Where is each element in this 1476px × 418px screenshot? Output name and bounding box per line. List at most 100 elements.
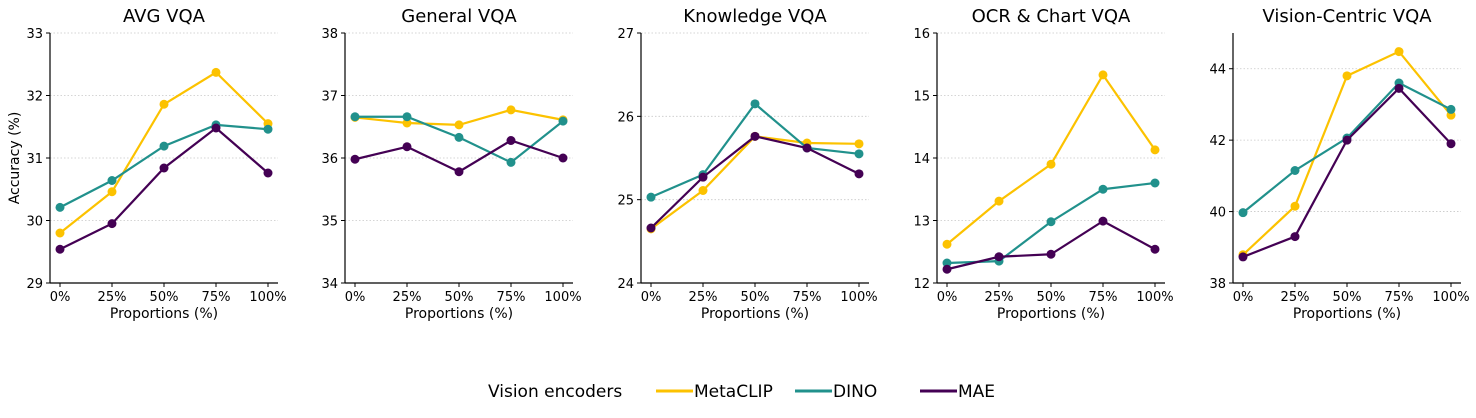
x-tick-label: 0% bbox=[50, 290, 71, 305]
data-point-dino bbox=[263, 124, 273, 134]
x-axis-label: Proportions (%) bbox=[997, 306, 1105, 322]
y-tick-label: 33 bbox=[26, 27, 43, 42]
data-point-metaclip bbox=[942, 239, 952, 249]
y-tick-label: 36 bbox=[321, 152, 338, 167]
data-point-metaclip bbox=[1098, 70, 1108, 80]
x-tick-label: 75% bbox=[497, 290, 526, 305]
x-tick-label: 25% bbox=[393, 290, 422, 305]
data-point-mae bbox=[1046, 249, 1056, 259]
x-tick-label: 0% bbox=[641, 290, 662, 305]
x-tick-label: 75% bbox=[1385, 290, 1414, 305]
y-tick-label: 44 bbox=[1209, 63, 1226, 78]
subplot-title: Vision-Centric VQA bbox=[1262, 6, 1432, 27]
data-point-dino bbox=[1098, 184, 1108, 194]
data-point-dino bbox=[1290, 166, 1300, 175]
x-tick-label: 50% bbox=[150, 290, 179, 305]
subplot-title: OCR & Chart VQA bbox=[972, 6, 1131, 27]
x-tick-label: 25% bbox=[985, 290, 1014, 305]
x-tick-label: 100% bbox=[1136, 290, 1173, 305]
data-point-mae bbox=[994, 252, 1004, 262]
data-point-mae bbox=[211, 123, 221, 133]
y-tick-label: 13 bbox=[913, 215, 930, 230]
data-point-dino bbox=[107, 176, 117, 185]
y-tick-label: 32 bbox=[26, 90, 43, 105]
data-point-mae bbox=[1098, 216, 1108, 226]
y-tick-label: 26 bbox=[617, 110, 634, 125]
data-point-metaclip bbox=[1342, 71, 1352, 81]
data-point-dino bbox=[1446, 104, 1456, 114]
data-point-dino bbox=[942, 258, 952, 268]
data-point-metaclip bbox=[1150, 145, 1160, 155]
y-tick-label: 29 bbox=[26, 277, 43, 292]
series-line-mae bbox=[1242, 86, 1452, 258]
y-tick-label: 15 bbox=[913, 90, 930, 105]
subplot-2: 34 35 36 37 38 0% 25% 50% 75% 100% General VQA Prop… bbox=[321, 6, 581, 322]
data-point-dino bbox=[55, 202, 65, 212]
legend-title: Vision encoders bbox=[488, 382, 622, 402]
data-point-metaclip bbox=[1394, 47, 1404, 57]
y-tick-label: 27 bbox=[617, 27, 634, 42]
y-tick-label: 37 bbox=[321, 90, 338, 105]
series-line-metaclip bbox=[59, 70, 269, 234]
x-tick-label: 25% bbox=[98, 290, 127, 305]
y-tick-label: 16 bbox=[913, 27, 930, 42]
data-point-mae bbox=[1290, 232, 1300, 242]
data-point-dino bbox=[558, 116, 568, 126]
data-point-metaclip bbox=[211, 67, 221, 77]
data-point-dino bbox=[350, 112, 360, 122]
legend-label: MAE bbox=[958, 382, 995, 402]
y-tick-label: 40 bbox=[1209, 206, 1226, 221]
y-tick-label: 30 bbox=[26, 215, 43, 230]
subplot-5: 38 40 42 44 0% 25% 50% 75% 100% Vision-Centric VQ… bbox=[1209, 6, 1469, 322]
data-point-mae bbox=[1446, 139, 1456, 149]
subplot-3: 24 25 26 27 0% 25% 50% 75% 100% Knowledge VQA Prop… bbox=[617, 6, 877, 322]
x-tick-label: 75% bbox=[1089, 290, 1118, 305]
data-point-dino bbox=[646, 192, 656, 202]
data-point-metaclip bbox=[55, 228, 65, 238]
x-tick-label: 50% bbox=[1333, 290, 1362, 305]
data-point-mae bbox=[1342, 135, 1352, 145]
data-point-dino bbox=[1150, 178, 1160, 188]
legend-label: DINO bbox=[833, 382, 877, 402]
x-tick-label: 100% bbox=[544, 290, 581, 305]
x-axis-label: Proportions (%) bbox=[1293, 306, 1401, 322]
data-point-dino bbox=[1046, 217, 1056, 227]
series-line-dino bbox=[1242, 81, 1452, 214]
y-tick-label: 38 bbox=[1209, 277, 1226, 292]
x-tick-label: 100% bbox=[840, 290, 877, 305]
data-point-mae bbox=[454, 167, 464, 177]
data-point-mae bbox=[1394, 83, 1404, 93]
legend: Vision encoders MetaCLIP DINO MAE bbox=[488, 382, 995, 402]
data-point-mae bbox=[107, 219, 117, 229]
subplot-title: General VQA bbox=[401, 6, 517, 27]
data-point-mae bbox=[750, 131, 760, 141]
x-tick-label: 0% bbox=[1233, 290, 1254, 305]
y-axis-label: Accuracy (%) bbox=[7, 112, 23, 205]
x-tick-label: 75% bbox=[202, 290, 231, 305]
x-tick-label: 100% bbox=[249, 290, 286, 305]
data-point-dino bbox=[402, 112, 412, 122]
y-tick-label: 14 bbox=[913, 152, 930, 167]
y-tick-label: 31 bbox=[26, 152, 43, 167]
data-point-mae bbox=[1150, 244, 1160, 254]
data-point-mae bbox=[646, 223, 656, 233]
data-point-mae bbox=[350, 154, 360, 164]
data-point-dino bbox=[854, 149, 864, 159]
legend-label: MetaCLIP bbox=[694, 382, 773, 402]
data-point-dino bbox=[750, 99, 760, 109]
x-axis-label: Proportions (%) bbox=[405, 306, 513, 322]
data-point-metaclip bbox=[854, 139, 864, 149]
data-point-mae bbox=[558, 153, 568, 163]
subplot-4: 12 13 14 15 16 0% 25% 50% 75% 100% OCR & Chart VQA… bbox=[913, 6, 1173, 322]
data-point-metaclip bbox=[1046, 159, 1056, 169]
data-point-metaclip bbox=[159, 99, 169, 109]
data-point-dino bbox=[159, 141, 169, 151]
series-line-mae bbox=[946, 219, 1156, 271]
data-point-mae bbox=[1238, 252, 1248, 262]
x-axis-label: Proportions (%) bbox=[110, 306, 218, 322]
y-tick-label: 35 bbox=[321, 215, 338, 230]
data-point-metaclip bbox=[1290, 201, 1300, 211]
y-tick-label: 42 bbox=[1209, 134, 1226, 149]
data-point-mae bbox=[159, 163, 169, 173]
